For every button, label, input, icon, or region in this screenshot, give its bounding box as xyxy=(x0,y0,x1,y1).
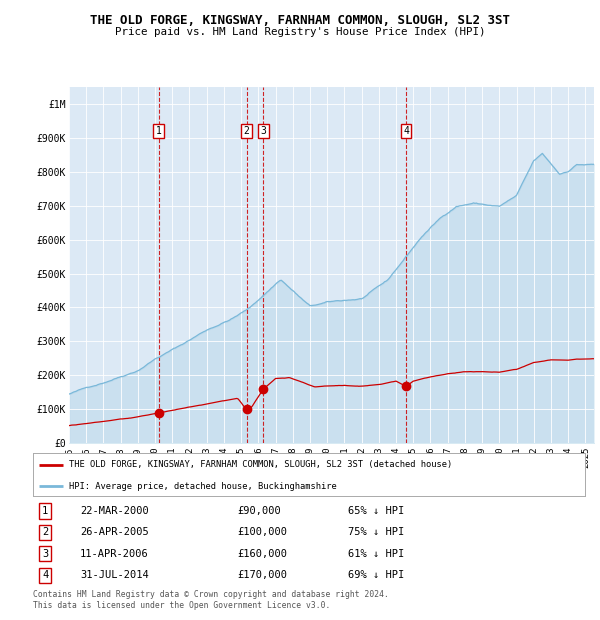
Text: 26-APR-2005: 26-APR-2005 xyxy=(80,528,149,538)
Text: £90,000: £90,000 xyxy=(237,506,281,516)
Text: 1: 1 xyxy=(156,126,162,136)
Text: 69% ↓ HPI: 69% ↓ HPI xyxy=(347,570,404,580)
Text: 4: 4 xyxy=(403,126,409,136)
Text: THE OLD FORGE, KINGSWAY, FARNHAM COMMON, SLOUGH, SL2 3ST (detached house): THE OLD FORGE, KINGSWAY, FARNHAM COMMON,… xyxy=(69,460,452,469)
Text: 1: 1 xyxy=(42,506,48,516)
Text: 3: 3 xyxy=(42,549,48,559)
Text: 4: 4 xyxy=(42,570,48,580)
Text: £100,000: £100,000 xyxy=(237,528,287,538)
Text: £170,000: £170,000 xyxy=(237,570,287,580)
Text: 3: 3 xyxy=(260,126,266,136)
Text: THE OLD FORGE, KINGSWAY, FARNHAM COMMON, SLOUGH, SL2 3ST: THE OLD FORGE, KINGSWAY, FARNHAM COMMON,… xyxy=(90,14,510,27)
Text: 2: 2 xyxy=(244,126,250,136)
Text: 75% ↓ HPI: 75% ↓ HPI xyxy=(347,528,404,538)
Text: 65% ↓ HPI: 65% ↓ HPI xyxy=(347,506,404,516)
Text: £160,000: £160,000 xyxy=(237,549,287,559)
Text: HPI: Average price, detached house, Buckinghamshire: HPI: Average price, detached house, Buck… xyxy=(69,482,337,491)
Text: 11-APR-2006: 11-APR-2006 xyxy=(80,549,149,559)
Text: 2: 2 xyxy=(42,528,48,538)
Text: 31-JUL-2014: 31-JUL-2014 xyxy=(80,570,149,580)
Text: 61% ↓ HPI: 61% ↓ HPI xyxy=(347,549,404,559)
Text: Price paid vs. HM Land Registry's House Price Index (HPI): Price paid vs. HM Land Registry's House … xyxy=(115,27,485,37)
Text: Contains HM Land Registry data © Crown copyright and database right 2024.
This d: Contains HM Land Registry data © Crown c… xyxy=(33,590,389,609)
Text: 22-MAR-2000: 22-MAR-2000 xyxy=(80,506,149,516)
